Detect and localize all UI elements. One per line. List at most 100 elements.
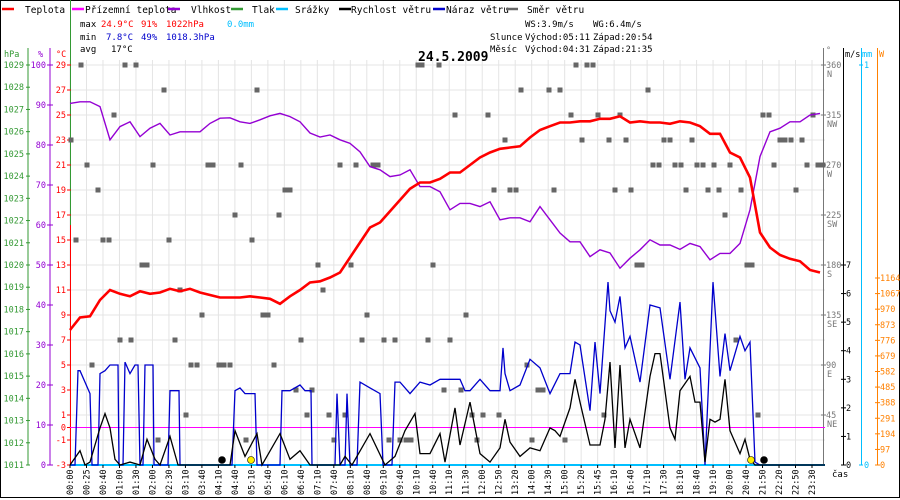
direction-tick-label: 315	[826, 111, 841, 121]
x-tick-label: 04:40	[231, 469, 241, 495]
legend-item-label: Tlak	[252, 5, 275, 16]
x-axis-label: čas	[832, 469, 848, 480]
wind-direction-point	[370, 162, 376, 168]
pressure-tick-label: 1023	[4, 194, 24, 204]
temperature-tick-label: -3	[56, 461, 66, 471]
wind-direction-point	[535, 387, 541, 393]
wind-direction-point	[375, 162, 381, 168]
wind-direction-point	[491, 187, 497, 193]
moonrise-marker-icon	[218, 456, 226, 464]
stat-max-label: max	[80, 20, 97, 30]
temperature-tick-label: 3	[61, 386, 66, 396]
temperature-tick-label: 19	[56, 186, 66, 196]
temperature-tick-label: 13	[56, 261, 66, 271]
wind-direction-point	[381, 337, 387, 343]
stat-max-pressure: 1022hPa	[166, 20, 204, 30]
wind-direction-point	[738, 187, 744, 193]
wind-direction-point	[78, 62, 84, 68]
x-tick-label: 02:00	[148, 469, 158, 495]
wind-direction-point	[452, 112, 458, 118]
solar-tick-label: 582	[880, 368, 895, 378]
wind-direction-point	[799, 137, 805, 143]
pressure-tick-label: 1029	[4, 61, 24, 71]
pressure-tick-label: 1016	[4, 350, 24, 360]
humidity-tick-label: 80	[36, 141, 46, 151]
x-tick-label: 20:00	[726, 469, 736, 495]
pressure-tick-label: 1013	[4, 417, 24, 427]
x-tick-label: 05:40	[264, 469, 274, 495]
wind-direction-point	[820, 162, 826, 168]
wind-direction-point	[326, 412, 332, 418]
x-tick-label: 01:30	[132, 469, 142, 495]
wind-direction-point	[425, 337, 431, 343]
wind-direction-point	[188, 362, 194, 368]
direction-tick-label: 180	[826, 261, 841, 271]
wind-direction-point	[315, 262, 321, 268]
x-tick-label: 06:10	[280, 469, 290, 495]
pressure-tick-label: 1020	[4, 261, 24, 271]
wind-direction-point	[711, 162, 717, 168]
wind-direction-point	[227, 362, 233, 368]
direction-tick-label: 270	[826, 161, 841, 171]
direction-tick-label: 45	[826, 411, 836, 421]
wind-direction-point	[232, 212, 238, 218]
wind-direction-point	[403, 437, 409, 443]
wind-direction-point	[353, 162, 359, 168]
temperature-tick-label: 11	[56, 286, 66, 296]
wind-direction-point	[650, 162, 656, 168]
pressure-tick-label: 1014	[4, 394, 24, 404]
wind-direction-point	[194, 362, 200, 368]
wind-direction-point	[782, 137, 788, 143]
wind-direction-point	[529, 437, 535, 443]
x-tick-label: 15:20	[577, 469, 587, 495]
wind-direction-point	[359, 337, 365, 343]
wind-direction-point	[106, 237, 112, 243]
wind-direction-point	[419, 62, 425, 68]
x-tick-label: 22:50	[792, 469, 802, 495]
wind-direction-point	[458, 387, 464, 393]
wind-direction-point	[579, 137, 585, 143]
wind-direction-point	[309, 387, 315, 393]
wind-tick-label: 2	[846, 404, 851, 414]
x-tick-label: 14:00	[528, 469, 538, 495]
pressure-tick-label: 1026	[4, 128, 24, 138]
wind-direction-point	[628, 187, 634, 193]
wind-direction-point	[612, 187, 618, 193]
wind-direction-point	[705, 187, 711, 193]
wind-direction-point	[502, 137, 508, 143]
x-tick-label: 08:10	[346, 469, 356, 495]
wind-direction-point	[84, 162, 90, 168]
wind-direction-point	[557, 87, 563, 93]
x-tick-label: 09:40	[396, 469, 406, 495]
humidity-tick-label: 70	[36, 181, 46, 191]
precipitation-tick-label: 1	[864, 61, 869, 71]
wind-direction-point	[282, 187, 288, 193]
pressure-tick-label: 1021	[4, 239, 24, 249]
wind-tick-label: 4	[846, 347, 851, 357]
sunrise-time: Východ:05:11	[525, 33, 590, 43]
wind-direction-point	[68, 137, 74, 143]
chart-title: 24.5.2009	[418, 50, 488, 65]
wind-direction-point	[485, 112, 491, 118]
temperature-tick-label: 29	[56, 61, 66, 71]
x-tick-label: 21:50	[759, 469, 769, 495]
solar-tick-label: 485	[880, 383, 895, 393]
wind-direction-point	[364, 312, 370, 318]
wind-direction-point	[210, 162, 216, 168]
solar-tick-label: 388	[880, 399, 895, 409]
direction-tick-compass: N	[827, 70, 832, 80]
wind-direction-point	[392, 337, 398, 343]
humidity-line	[69, 101, 821, 270]
wind-direction-point	[243, 437, 249, 443]
wind-direction-point	[271, 362, 277, 368]
humidity-axis-unit: %	[38, 50, 43, 60]
precipitation-axis-unit: mm	[862, 50, 872, 60]
solar-axis-unit: W	[879, 50, 885, 60]
x-tick-label: 02:30	[165, 469, 175, 495]
wind-direction-point	[144, 262, 150, 268]
wind-tick-label: 5	[846, 318, 851, 328]
wind-direction-point	[777, 137, 783, 143]
wind-direction-point	[771, 162, 777, 168]
wind-direction-point	[656, 162, 662, 168]
